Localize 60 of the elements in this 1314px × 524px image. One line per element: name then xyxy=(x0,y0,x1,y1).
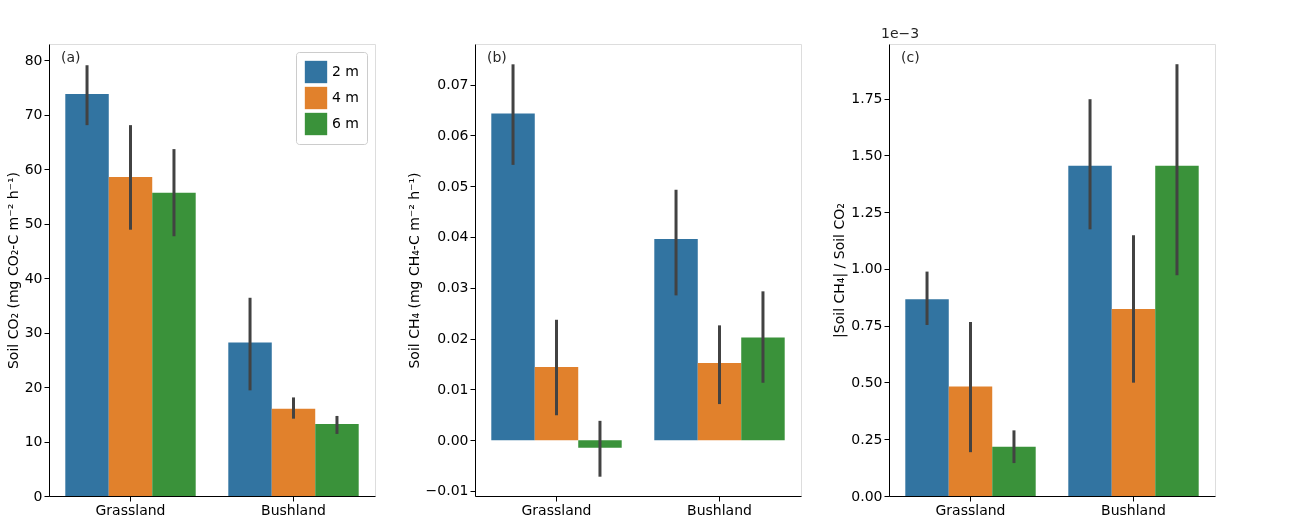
y-tick-label: 0.01 xyxy=(437,380,469,397)
bar xyxy=(65,94,109,496)
x-tick-label: Bushland xyxy=(1101,501,1166,518)
annotation: (b) xyxy=(487,49,507,65)
y-tick-label: 10 xyxy=(24,433,43,450)
text: 1e−3 xyxy=(881,25,920,41)
bar xyxy=(578,440,622,448)
bar xyxy=(697,362,742,441)
bar xyxy=(1155,165,1199,496)
bar xyxy=(315,424,359,496)
x-tick-label: Grassland xyxy=(935,501,1006,518)
bar xyxy=(534,367,579,441)
y-tick-label: 1.75 xyxy=(851,90,883,107)
y-tick-label: 0.75 xyxy=(851,317,883,334)
bar xyxy=(1068,165,1112,496)
y-tick-label: 60 xyxy=(24,160,43,177)
y-tick-label: 80 xyxy=(24,51,43,68)
x-tick-label: Grassland xyxy=(521,501,592,518)
y-tick-label: 0.00 xyxy=(851,487,883,504)
y-tick-label: 50 xyxy=(24,215,43,232)
y-tick-label: 0.25 xyxy=(851,430,883,447)
y-tick-label: 0.05 xyxy=(437,177,469,194)
y-axis-title: Soil CO₂ (mg CO₂-C m⁻² h⁻¹) xyxy=(4,171,21,370)
y-axis-title: Soil CH₄ (mg CH₄-C m⁻² h⁻¹) xyxy=(405,172,422,369)
bar xyxy=(271,408,316,496)
bar xyxy=(654,239,698,441)
y-axis-title: |Soil CH₄| / Soil CO₂ xyxy=(831,203,849,338)
y-tick-label: 0.04 xyxy=(437,228,469,245)
legend-label: 2 m xyxy=(332,63,359,79)
y-tick-label: 0.03 xyxy=(437,279,469,296)
annotation: (a) xyxy=(61,49,81,65)
y-tick-label: 40 xyxy=(24,269,43,286)
y-tick-label: −0.01 xyxy=(425,482,469,499)
y-tick-label: 0.06 xyxy=(437,126,469,143)
x-tick-label: Bushland xyxy=(261,501,326,518)
y-tick-label: 70 xyxy=(24,106,43,123)
bar xyxy=(152,192,196,496)
y-tick-label: 0.50 xyxy=(851,373,883,390)
y-tick-label: 1.00 xyxy=(851,260,883,277)
bar xyxy=(108,176,153,496)
bar xyxy=(228,342,272,496)
y-tick-label: 1.25 xyxy=(851,203,883,220)
y-tick-label: 0 xyxy=(33,487,43,504)
legend-label: 6 m xyxy=(332,115,359,131)
y-tick-label: 0.02 xyxy=(437,330,469,347)
x-tick-label: Grassland xyxy=(95,501,166,518)
y-tick-label: 30 xyxy=(24,324,43,341)
y-tick-label: 1.50 xyxy=(851,146,883,163)
x-tick-label: Bushland xyxy=(687,501,752,518)
bar xyxy=(741,337,785,441)
y-tick-label: 20 xyxy=(24,378,43,395)
y-tick-label: 0.07 xyxy=(437,76,469,93)
bar xyxy=(992,446,1036,496)
bar xyxy=(905,299,949,496)
bar xyxy=(948,386,993,496)
y-tick-label: 0.00 xyxy=(437,431,469,448)
bar xyxy=(1111,309,1156,496)
legend-label: 4 m xyxy=(332,89,359,105)
bar xyxy=(491,113,535,441)
annotation: (c) xyxy=(901,49,920,65)
